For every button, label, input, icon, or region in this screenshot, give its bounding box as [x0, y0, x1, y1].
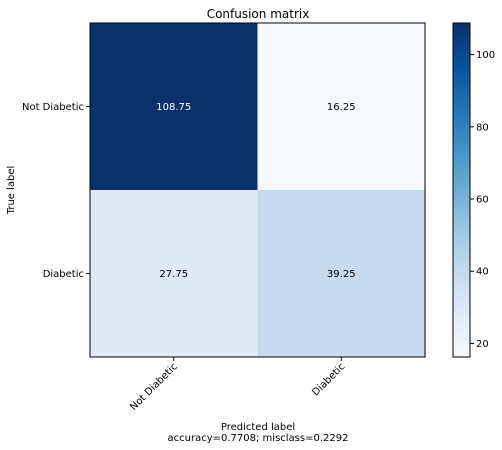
colorbar-tick-label: 20	[476, 339, 489, 350]
matrix-frame	[89, 22, 426, 358]
matrix-cell	[90, 23, 258, 191]
colorbar-tick-label: 100	[476, 50, 495, 61]
colorbar-tick-label: 80	[476, 122, 489, 133]
matrix-cell	[257, 190, 426, 358]
x-tick-label: Not Diabetic	[128, 361, 180, 413]
cell-value-label: 27.75	[159, 269, 188, 280]
x-axis-label: Predicted label	[221, 422, 295, 433]
y-tick-label: Not Diabetic	[22, 102, 84, 113]
cell-value-label: 108.75	[156, 102, 191, 113]
colorbar-tick-label: 40	[476, 267, 489, 278]
colorbar: 20 40 60 80 100	[452, 22, 495, 358]
matrix-cell-labels: 108.75 16.25 27.75 39.25	[156, 102, 355, 280]
matrix-cell	[257, 23, 426, 191]
colorbar-ticks: 20 40 60 80 100	[470, 50, 495, 350]
y-tick-label: Diabetic	[43, 269, 84, 280]
y-axis-ticks: Not Diabetic Diabetic	[22, 102, 90, 280]
accuracy-footer: accuracy=0.7708; misclass=0.2292	[168, 433, 349, 444]
y-axis-label: True label	[6, 166, 17, 216]
cell-value-label: 39.25	[327, 269, 356, 280]
colorbar-tick-label: 60	[476, 195, 489, 206]
colorbar-gradient	[452, 22, 471, 358]
chart-title: Confusion matrix	[207, 7, 310, 21]
x-axis-ticks: Not Diabetic Diabetic	[128, 357, 347, 413]
matrix-cell	[90, 190, 258, 358]
matrix-cells	[90, 23, 426, 358]
cell-value-label: 16.25	[327, 102, 356, 113]
x-tick-label: Diabetic	[310, 361, 347, 398]
